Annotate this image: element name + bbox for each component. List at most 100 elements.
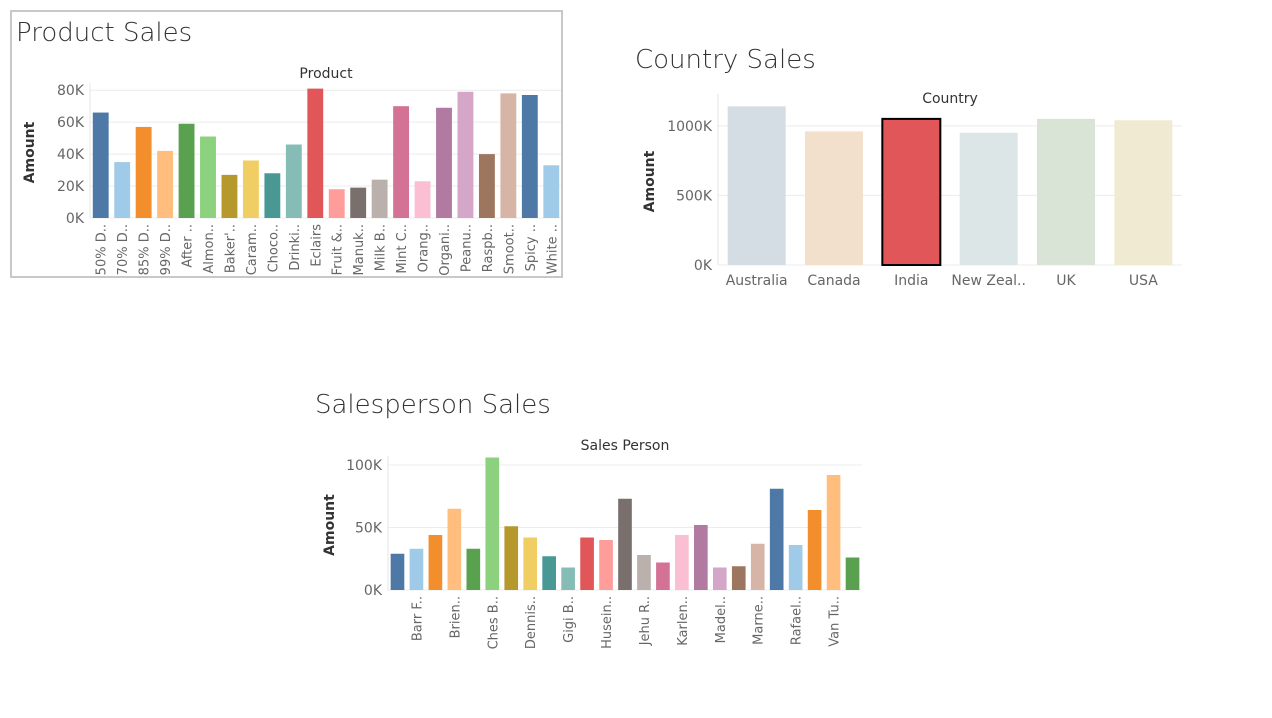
bar-marne-[interactable] <box>750 543 765 590</box>
product-sales-title: Product Sales <box>16 18 193 48</box>
bar-item-20[interactable] <box>769 488 784 590</box>
bar-india[interactable] <box>881 117 942 266</box>
bar-barr-f-[interactable] <box>409 548 424 590</box>
bar-item-12[interactable] <box>618 498 632 590</box>
x-tick-label: Almon.. <box>202 224 217 274</box>
product-sales-chart[interactable]: 0K 20K 40K 60K 80K Product Amount 50% D.. 70% D.… <box>12 12 561 276</box>
x-tick-label: Ches B.. <box>486 596 501 649</box>
x-tick-label: Fruit &.. <box>331 224 346 275</box>
bar-choco-[interactable] <box>264 173 281 218</box>
bar-madel-[interactable] <box>712 567 727 591</box>
bar-new-zeal-[interactable] <box>959 132 1018 265</box>
x-tick-label: Peanu.. <box>459 224 474 272</box>
bar-85-d-[interactable] <box>135 126 152 218</box>
bar-ches-b-[interactable] <box>485 457 500 591</box>
salesperson-sales-panel[interactable]: Salesperson Sales 0K 50K 100K Sales Person A… <box>300 385 900 685</box>
bar-almon-[interactable] <box>200 136 216 218</box>
bar-item-22[interactable] <box>807 510 822 590</box>
x-tick-label: Van Tu.. <box>828 596 843 647</box>
y-tick-label: 40K <box>57 147 85 163</box>
bar-item-24[interactable] <box>845 557 860 591</box>
bar-99-d-[interactable] <box>157 150 174 218</box>
bar-manuk-[interactable] <box>350 187 367 218</box>
bar-orang-[interactable] <box>414 181 431 218</box>
y-tick-label: 100K <box>346 458 383 474</box>
bar-gigi-b-[interactable] <box>561 567 575 591</box>
bar-husein-[interactable] <box>599 540 613 590</box>
bar-van-tu-[interactable] <box>826 475 841 590</box>
bar-raspb-[interactable] <box>478 154 495 218</box>
bar-item-2[interactable] <box>428 535 443 590</box>
x-tick-label: Manuk.. <box>352 224 367 275</box>
bar-drinki-[interactable] <box>285 144 302 218</box>
x-tick-label: Barr F.. <box>410 596 425 641</box>
country-sales-chart[interactable]: 0K 500K 1000K Country Amount Australia Canada I… <box>620 40 1200 300</box>
x-tick-label: USA <box>1129 273 1158 289</box>
x-tick-label: Spicy .. <box>524 224 539 271</box>
y-axis-label: Amount <box>642 150 658 212</box>
bar-jehu-r-[interactable] <box>637 555 651 590</box>
x-tick-label: Canada <box>807 273 860 289</box>
y-tick-label: 0K <box>694 258 713 274</box>
bar-milk-b-[interactable] <box>371 179 388 218</box>
bar-brien-[interactable] <box>447 508 462 590</box>
bar-organi-[interactable] <box>436 107 452 218</box>
bar-eclairs[interactable] <box>307 88 324 218</box>
bar-fruit-[interactable] <box>328 189 345 218</box>
bar-item-14[interactable] <box>656 562 670 591</box>
bar-item-4[interactable] <box>466 548 481 590</box>
bar-smoot-[interactable] <box>500 93 517 218</box>
bar-item-10[interactable] <box>580 537 594 591</box>
y-tick-label: 0K <box>364 583 383 599</box>
bar-after-[interactable] <box>178 123 195 218</box>
x-tick-label: Rafael.. <box>790 596 805 645</box>
x-tick-label: 50% D.. <box>95 224 110 275</box>
x-tick-label: Australia <box>726 273 788 289</box>
x-tick-label: Orang.. <box>417 224 432 272</box>
x-tick-label: Baker'.. <box>223 224 238 273</box>
x-tick-label: After .. <box>181 224 196 268</box>
x-axis-label: Country <box>922 91 978 107</box>
bar-item-8[interactable] <box>542 556 556 590</box>
country-sales-panel[interactable]: Country Sales 0K 500K 1000K Country Amount Au… <box>620 40 1200 300</box>
bar-rafael-[interactable] <box>788 545 803 590</box>
bar-baker-[interactable] <box>221 174 238 218</box>
bar-spicy-[interactable] <box>521 94 538 218</box>
x-tick-label: White .. <box>545 224 560 274</box>
x-tick-label: Karlen.. <box>676 596 691 646</box>
bar-uk[interactable] <box>1037 118 1095 265</box>
x-tick-label: Choco.. <box>266 224 281 272</box>
bar-usa[interactable] <box>1114 120 1173 266</box>
x-tick-label: India <box>894 273 928 289</box>
bar-item-16[interactable] <box>694 525 708 590</box>
x-tick-label: Caram.. <box>245 224 260 275</box>
x-tick-label: 99% D.. <box>159 224 174 275</box>
x-tick-label: UK <box>1056 273 1076 289</box>
x-tick-label: Mint C.. <box>395 224 410 274</box>
bar-item-18[interactable] <box>731 566 746 590</box>
x-tick-label: Raspb.. <box>481 224 496 272</box>
bar-canada[interactable] <box>805 131 863 265</box>
y-tick-label: 1000K <box>667 119 713 135</box>
x-tick-label: Husein.. <box>600 596 615 649</box>
bar-australia[interactable] <box>727 106 786 265</box>
x-tick-label: Organi.. <box>438 224 453 276</box>
x-tick-label: Gigi B.. <box>562 596 577 643</box>
bar-item-6[interactable] <box>504 526 519 590</box>
bar-mint-c-[interactable] <box>393 106 410 218</box>
x-tick-label: Dennis.. <box>524 596 539 649</box>
x-tick-label: Smoot.. <box>502 224 517 274</box>
bar-50-d-[interactable] <box>92 112 109 218</box>
salesperson-sales-chart[interactable]: 0K 50K 100K Sales Person Amount Barr F.. Brien… <box>300 385 900 685</box>
y-tick-label: 80K <box>57 83 85 99</box>
bar-peanu-[interactable] <box>457 91 474 218</box>
x-tick-label: 85% D.. <box>138 224 153 275</box>
bar-item-0[interactable] <box>390 553 405 590</box>
salesperson-sales-title: Salesperson Sales <box>315 390 551 420</box>
bar-karlen-[interactable] <box>675 535 689 590</box>
bar-dennis-[interactable] <box>523 537 538 591</box>
product-sales-panel[interactable]: Product Sales 0K 20K 40K 60K 80K Product Amoun… <box>10 10 563 278</box>
bar-white-[interactable] <box>543 165 560 218</box>
bar-70-d-[interactable] <box>114 162 131 218</box>
bar-caram-[interactable] <box>242 160 259 218</box>
